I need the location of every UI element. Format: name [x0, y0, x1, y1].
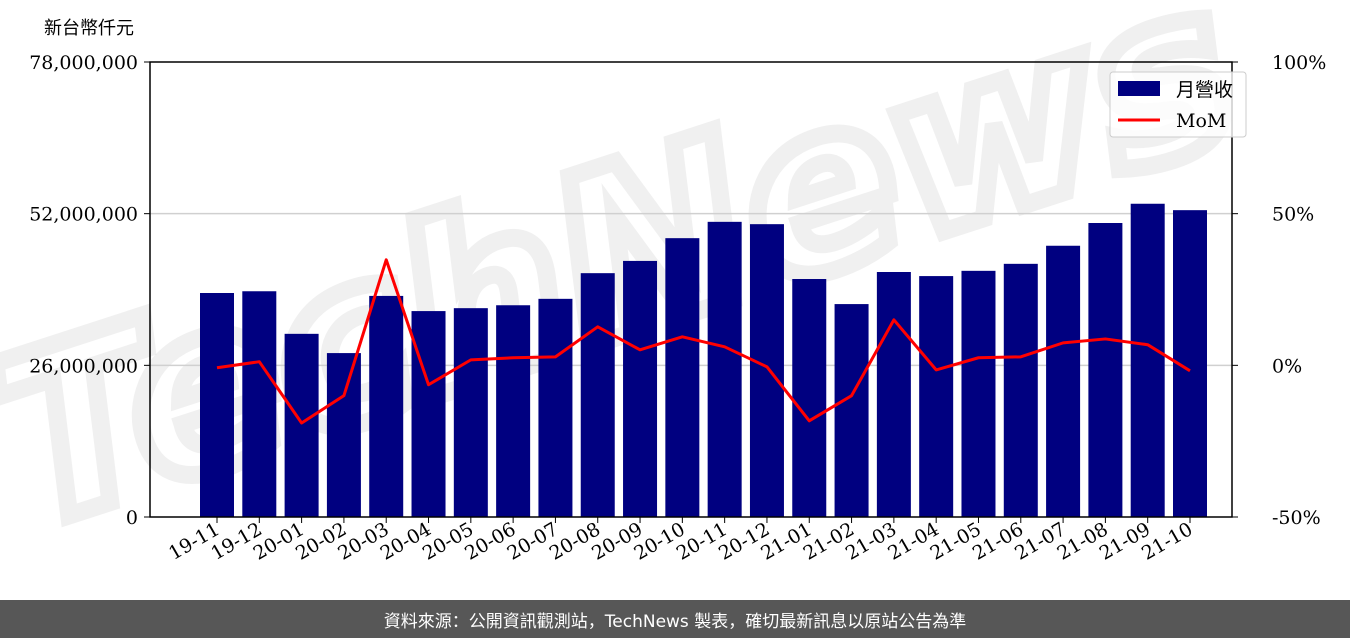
y2-tick-label: -50%	[1272, 507, 1321, 529]
y-tick-label: 78,000,000	[29, 52, 138, 74]
y-tick-label: 26,000,000	[29, 355, 138, 377]
bar-20-03	[369, 295, 404, 517]
bar-20-11	[707, 221, 742, 518]
footer-source-note: 資料來源：公開資訊觀測站，TechNews 製表，確切最新訊息以原站公告為準	[0, 600, 1350, 638]
bar-20-02	[326, 353, 361, 517]
bar-19-12	[242, 291, 277, 517]
legend: 月營收 MoM	[1109, 71, 1247, 138]
bar-21-04	[919, 276, 954, 517]
bar-21-05	[961, 270, 996, 517]
bar-21-08	[1088, 223, 1123, 517]
bar-20-06	[496, 305, 531, 517]
legend-label-revenue: 月營收	[1176, 79, 1233, 101]
bar-21-02	[834, 304, 869, 517]
bar-20-01	[284, 333, 319, 517]
bar-20-04	[411, 311, 446, 517]
bar-20-07	[538, 298, 573, 517]
y-tick-label: 0	[126, 507, 138, 529]
bar-20-05	[453, 308, 488, 517]
y-axis-unit-label: 新台幣仟元	[44, 18, 134, 39]
y2-tick-label: 0%	[1272, 355, 1302, 377]
legend-label-mom: MoM	[1176, 110, 1226, 132]
legend-bar-swatch	[1118, 81, 1160, 96]
mom-line	[216, 258, 1191, 425]
bar-21-09	[1130, 203, 1165, 517]
y2-tick-label: 50%	[1272, 204, 1314, 226]
bar-20-09	[623, 260, 658, 517]
bar-20-12	[749, 224, 784, 517]
bar-21-01	[792, 279, 827, 517]
bar-21-06	[1003, 263, 1038, 517]
bar-20-10	[665, 238, 700, 517]
plot-frame	[149, 61, 1233, 518]
y-tick-label: 52,000,000	[29, 204, 138, 226]
bar-21-03	[876, 272, 911, 517]
bar-21-07	[1046, 245, 1081, 517]
bar-20-08	[580, 273, 615, 517]
revenue-chart: TechNews026,000,00052,000,00078,000,000-…	[0, 0, 1326, 589]
y2-tick-label: 100%	[1272, 52, 1326, 74]
bar-19-11	[200, 293, 234, 517]
